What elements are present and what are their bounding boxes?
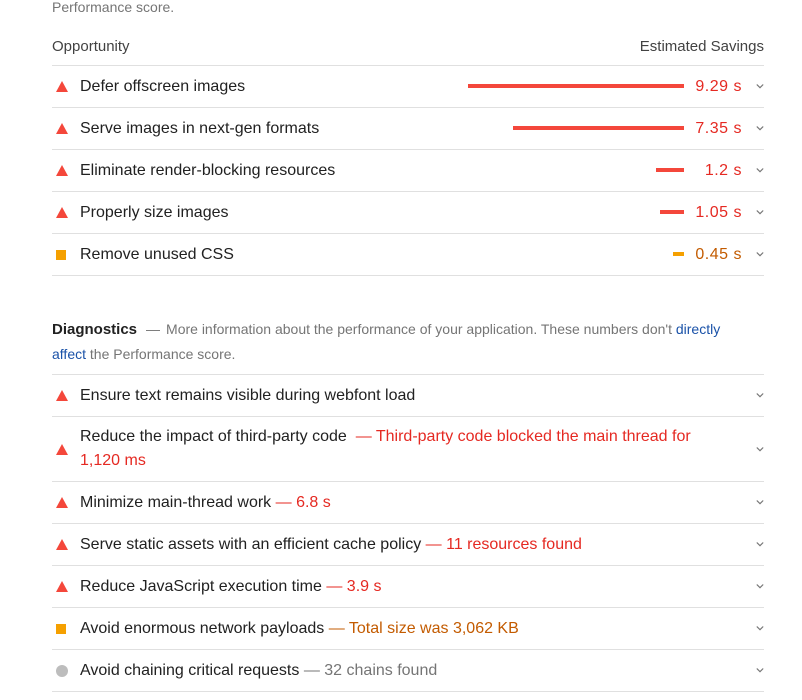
triangle-fail-icon xyxy=(56,390,68,401)
opportunity-row-size-images[interactable]: Properly size images 1.05 s xyxy=(52,192,764,234)
diagnostics-header: Diagnostics — More information about the p… xyxy=(52,317,742,367)
estimated-savings-column-label: Estimated Savings xyxy=(639,38,764,55)
diagnostic-title: Minimize main-thread work xyxy=(80,493,272,511)
triangle-fail-icon xyxy=(56,207,68,218)
opportunity-header: Opportunity Estimated Savings xyxy=(52,38,764,58)
chevron-down-icon[interactable] xyxy=(756,445,764,453)
chevron-down-icon[interactable] xyxy=(756,167,764,175)
diagnostics-description: More information about the performance o… xyxy=(166,321,672,337)
diagnostic-row-network-payloads[interactable]: Avoid enormous network payloads — Total … xyxy=(52,608,764,650)
opportunity-row-render-blocking[interactable]: Eliminate render-blocking resources 1.2 … xyxy=(52,150,764,192)
opportunity-row-defer-offscreen-images[interactable]: Defer offscreen images 9.29 s xyxy=(52,66,764,108)
chevron-down-icon[interactable] xyxy=(756,251,764,259)
chevron-down-icon[interactable] xyxy=(756,583,764,591)
opportunity-list: Defer offscreen images 9.29 s Serve imag… xyxy=(52,65,764,276)
diagnostic-detail: — 6.8 s xyxy=(275,493,331,511)
directly-affect-link[interactable]: directly affect xyxy=(52,321,721,362)
diagnostics-dash: — xyxy=(146,321,161,337)
diagnostic-detail: — 3.9 s xyxy=(326,577,382,595)
opportunity-column-label: Opportunity xyxy=(52,38,130,55)
diagnostics-title: Diagnostics xyxy=(52,321,138,338)
opportunity-title: Remove unused CSS xyxy=(80,245,234,263)
diagnostic-detail: — Third-party code blocked the main thre… xyxy=(80,428,691,469)
savings-value: 9.29 s xyxy=(695,77,742,95)
savings-bar xyxy=(673,252,684,256)
savings-bar xyxy=(660,210,684,214)
savings-bar xyxy=(656,168,684,172)
diagnostic-detail: — Total size was 3,062 KB xyxy=(328,619,519,637)
diagnostic-row-js-execution[interactable]: Reduce JavaScript execution time — 3.9 s xyxy=(52,566,764,608)
performance-score-note: Performance score. xyxy=(52,0,175,15)
diagnostic-title: Avoid chaining critical requests xyxy=(80,661,300,679)
triangle-fail-icon xyxy=(56,497,68,508)
savings-value: 0.45 s xyxy=(695,245,742,263)
square-average-icon xyxy=(56,249,66,260)
diagnostic-row-cache-policy[interactable]: Serve static assets with an efficient ca… xyxy=(52,524,764,566)
chevron-down-icon[interactable] xyxy=(756,667,764,675)
diagnostic-text: Reduce the impact of third-party code — … xyxy=(80,425,720,473)
diagnostics-list: Ensure text remains visible during webfo… xyxy=(52,374,764,692)
chevron-down-icon[interactable] xyxy=(756,392,764,400)
diagnostic-row-webfont[interactable]: Ensure text remains visible during webfo… xyxy=(52,375,764,417)
diagnostic-row-main-thread[interactable]: Minimize main-thread work — 6.8 s xyxy=(52,482,764,524)
diagnostic-row-critical-requests[interactable]: Avoid chaining critical requests — 32 ch… xyxy=(52,650,764,692)
diagnostic-title: Avoid enormous network payloads xyxy=(80,619,325,637)
diagnostic-title: Ensure text remains visible during webfo… xyxy=(80,386,416,404)
diagnostic-title: Reduce the impact of third-party code xyxy=(80,428,347,445)
triangle-fail-icon xyxy=(56,81,68,92)
diagnostic-title: Serve static assets with an efficient ca… xyxy=(80,535,422,553)
circle-info-icon xyxy=(56,664,68,677)
chevron-down-icon[interactable] xyxy=(756,541,764,549)
opportunity-title: Eliminate render-blocking resources xyxy=(80,161,336,179)
savings-value: 1.05 s xyxy=(695,203,742,221)
triangle-fail-icon xyxy=(56,581,68,592)
chevron-down-icon[interactable] xyxy=(756,499,764,507)
triangle-fail-icon xyxy=(56,443,68,455)
savings-value: 1.2 s xyxy=(704,161,742,179)
diagnostics-description-end: the Performance score. xyxy=(89,346,236,362)
chevron-down-icon[interactable] xyxy=(756,83,764,91)
opportunity-title: Properly size images xyxy=(80,203,229,221)
diagnostic-detail: — 11 resources found xyxy=(425,535,582,553)
chevron-down-icon[interactable] xyxy=(756,125,764,133)
diagnostic-detail: — 32 chains found xyxy=(303,661,438,679)
savings-value: 7.35 s xyxy=(695,119,742,137)
opportunity-title: Defer offscreen images xyxy=(80,77,246,95)
triangle-fail-icon xyxy=(56,165,68,176)
opportunity-row-next-gen-formats[interactable]: Serve images in next-gen formats 7.35 s xyxy=(52,108,764,150)
chevron-down-icon[interactable] xyxy=(756,209,764,217)
opportunity-title: Serve images in next-gen formats xyxy=(80,119,320,137)
square-average-icon xyxy=(56,623,66,634)
diagnostic-row-third-party[interactable]: Reduce the impact of third-party code — … xyxy=(52,417,764,482)
triangle-fail-icon xyxy=(56,123,68,134)
savings-bar xyxy=(513,126,684,130)
savings-bar xyxy=(468,84,684,88)
diagnostic-title: Reduce JavaScript execution time xyxy=(80,577,322,595)
triangle-fail-icon xyxy=(56,539,68,550)
opportunity-row-unused-css[interactable]: Remove unused CSS 0.45 s xyxy=(52,234,764,276)
chevron-down-icon[interactable] xyxy=(756,625,764,633)
